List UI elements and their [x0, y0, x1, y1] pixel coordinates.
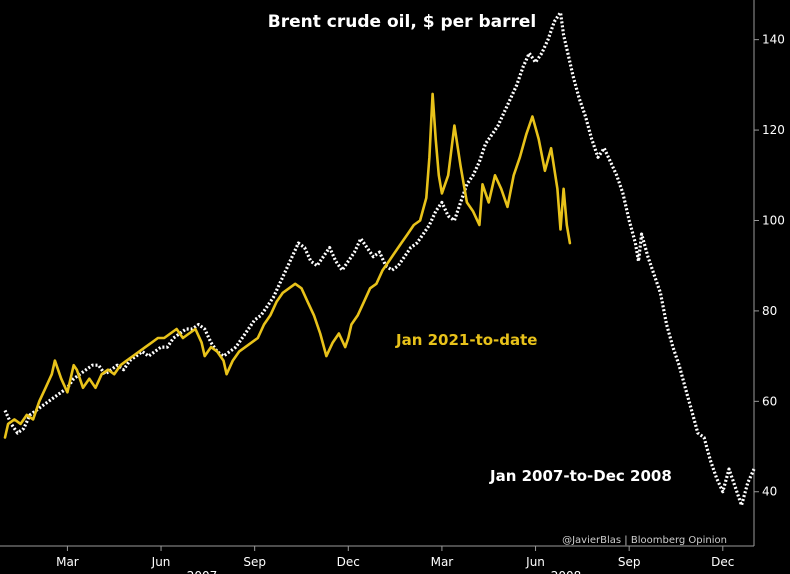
year-label-2007: 2007	[187, 569, 218, 574]
annotation-2021: Jan 2021-to-date	[395, 331, 537, 349]
x-tick-label-1: Jun	[151, 555, 171, 569]
x-tick-label-3: Dec	[337, 555, 360, 569]
x-tick-label-7: Dec	[711, 555, 734, 569]
x-tick-label-5: Jun	[525, 555, 545, 569]
x-tick-label-6: Sep	[618, 555, 641, 569]
source-credit: @JavierBlas | Bloomberg Opinion	[562, 535, 727, 546]
x-tick-label-4: Mar	[431, 555, 454, 569]
x-tick-label-2: Sep	[243, 555, 266, 569]
chart-title: Brent crude oil, $ per barrel	[268, 12, 536, 32]
y-tick-label-40: 40	[762, 485, 777, 499]
series-layer	[3, 10, 756, 507]
y-axis: 40 60 80 100 120 140	[753, 0, 785, 546]
x-axis: Mar Jun Sep Dec Mar Jun Sep Dec	[0, 545, 754, 569]
series-2021-line	[3, 92, 572, 439]
y-tick-label-100: 100	[762, 213, 785, 227]
y-tick-label-120: 120	[762, 123, 785, 137]
series-2007-2008-line	[3, 10, 756, 507]
year-label-2008: 2008	[551, 569, 582, 574]
y-tick-label-140: 140	[762, 33, 785, 47]
y-tick-label-80: 80	[762, 304, 777, 318]
y-tick-label-60: 60	[762, 394, 777, 408]
annotation-2007-2008: Jan 2007-to-Dec 2008	[489, 467, 672, 485]
x-tick-label-0: Mar	[56, 555, 79, 569]
